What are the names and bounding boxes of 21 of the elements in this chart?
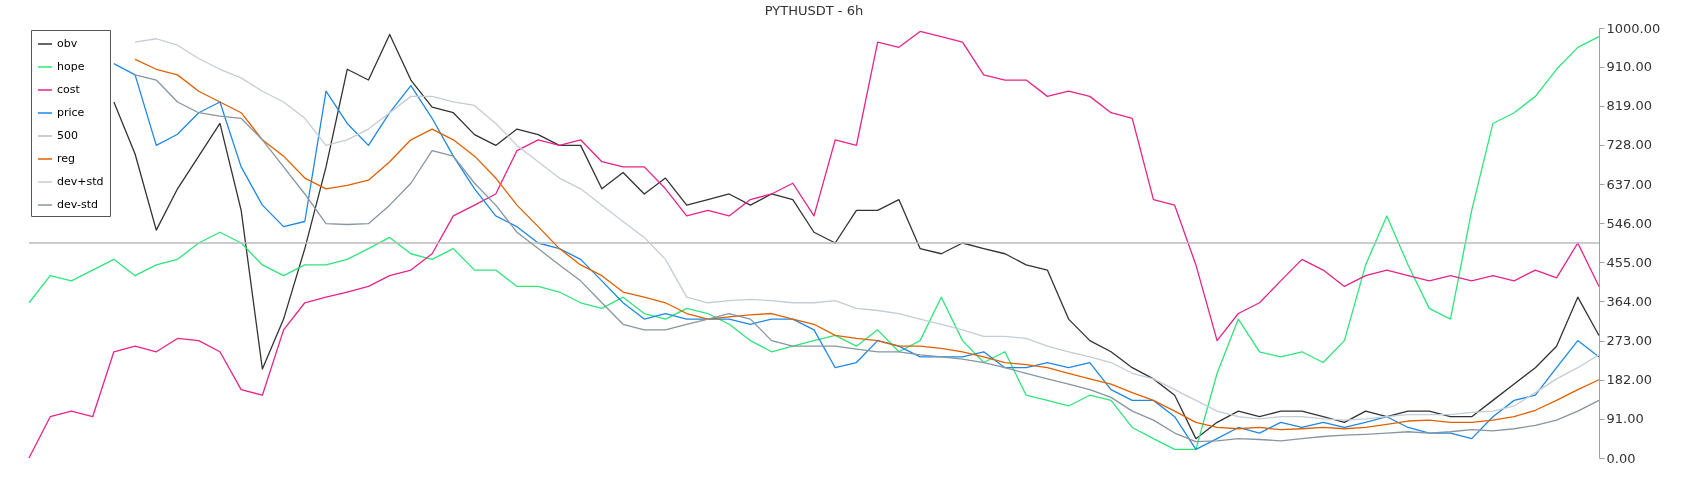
y-tick-label: 910.00 [1606, 59, 1652, 75]
legend-label: dev-std [57, 198, 98, 211]
y-tick-label: 728.00 [1606, 137, 1652, 153]
legend-label: cost [57, 83, 81, 96]
y-tick-label: 182.00 [1606, 372, 1652, 388]
legend-label: hope [57, 60, 85, 73]
y-tick-label: 637.00 [1606, 176, 1652, 192]
y-tick-label: 364.00 [1606, 293, 1652, 309]
y-tick-label: 546.00 [1606, 215, 1652, 231]
y-tick-label: 1000.00 [1606, 20, 1661, 36]
legend-label: 500 [57, 129, 78, 142]
y-tick-label: 91.00 [1606, 411, 1644, 427]
y-tick-label: 273.00 [1606, 333, 1652, 349]
y-tick-label: 455.00 [1606, 254, 1652, 270]
y-tick-label: 819.00 [1606, 98, 1652, 114]
y-tick-label: 0.00 [1606, 450, 1636, 466]
legend-label: obv [57, 37, 78, 50]
legend-label: price [57, 106, 85, 119]
chart-title: PYTHUSDT - 6h [764, 3, 864, 18]
legend-label: reg [57, 152, 76, 165]
legend-label: dev+std [57, 175, 104, 188]
